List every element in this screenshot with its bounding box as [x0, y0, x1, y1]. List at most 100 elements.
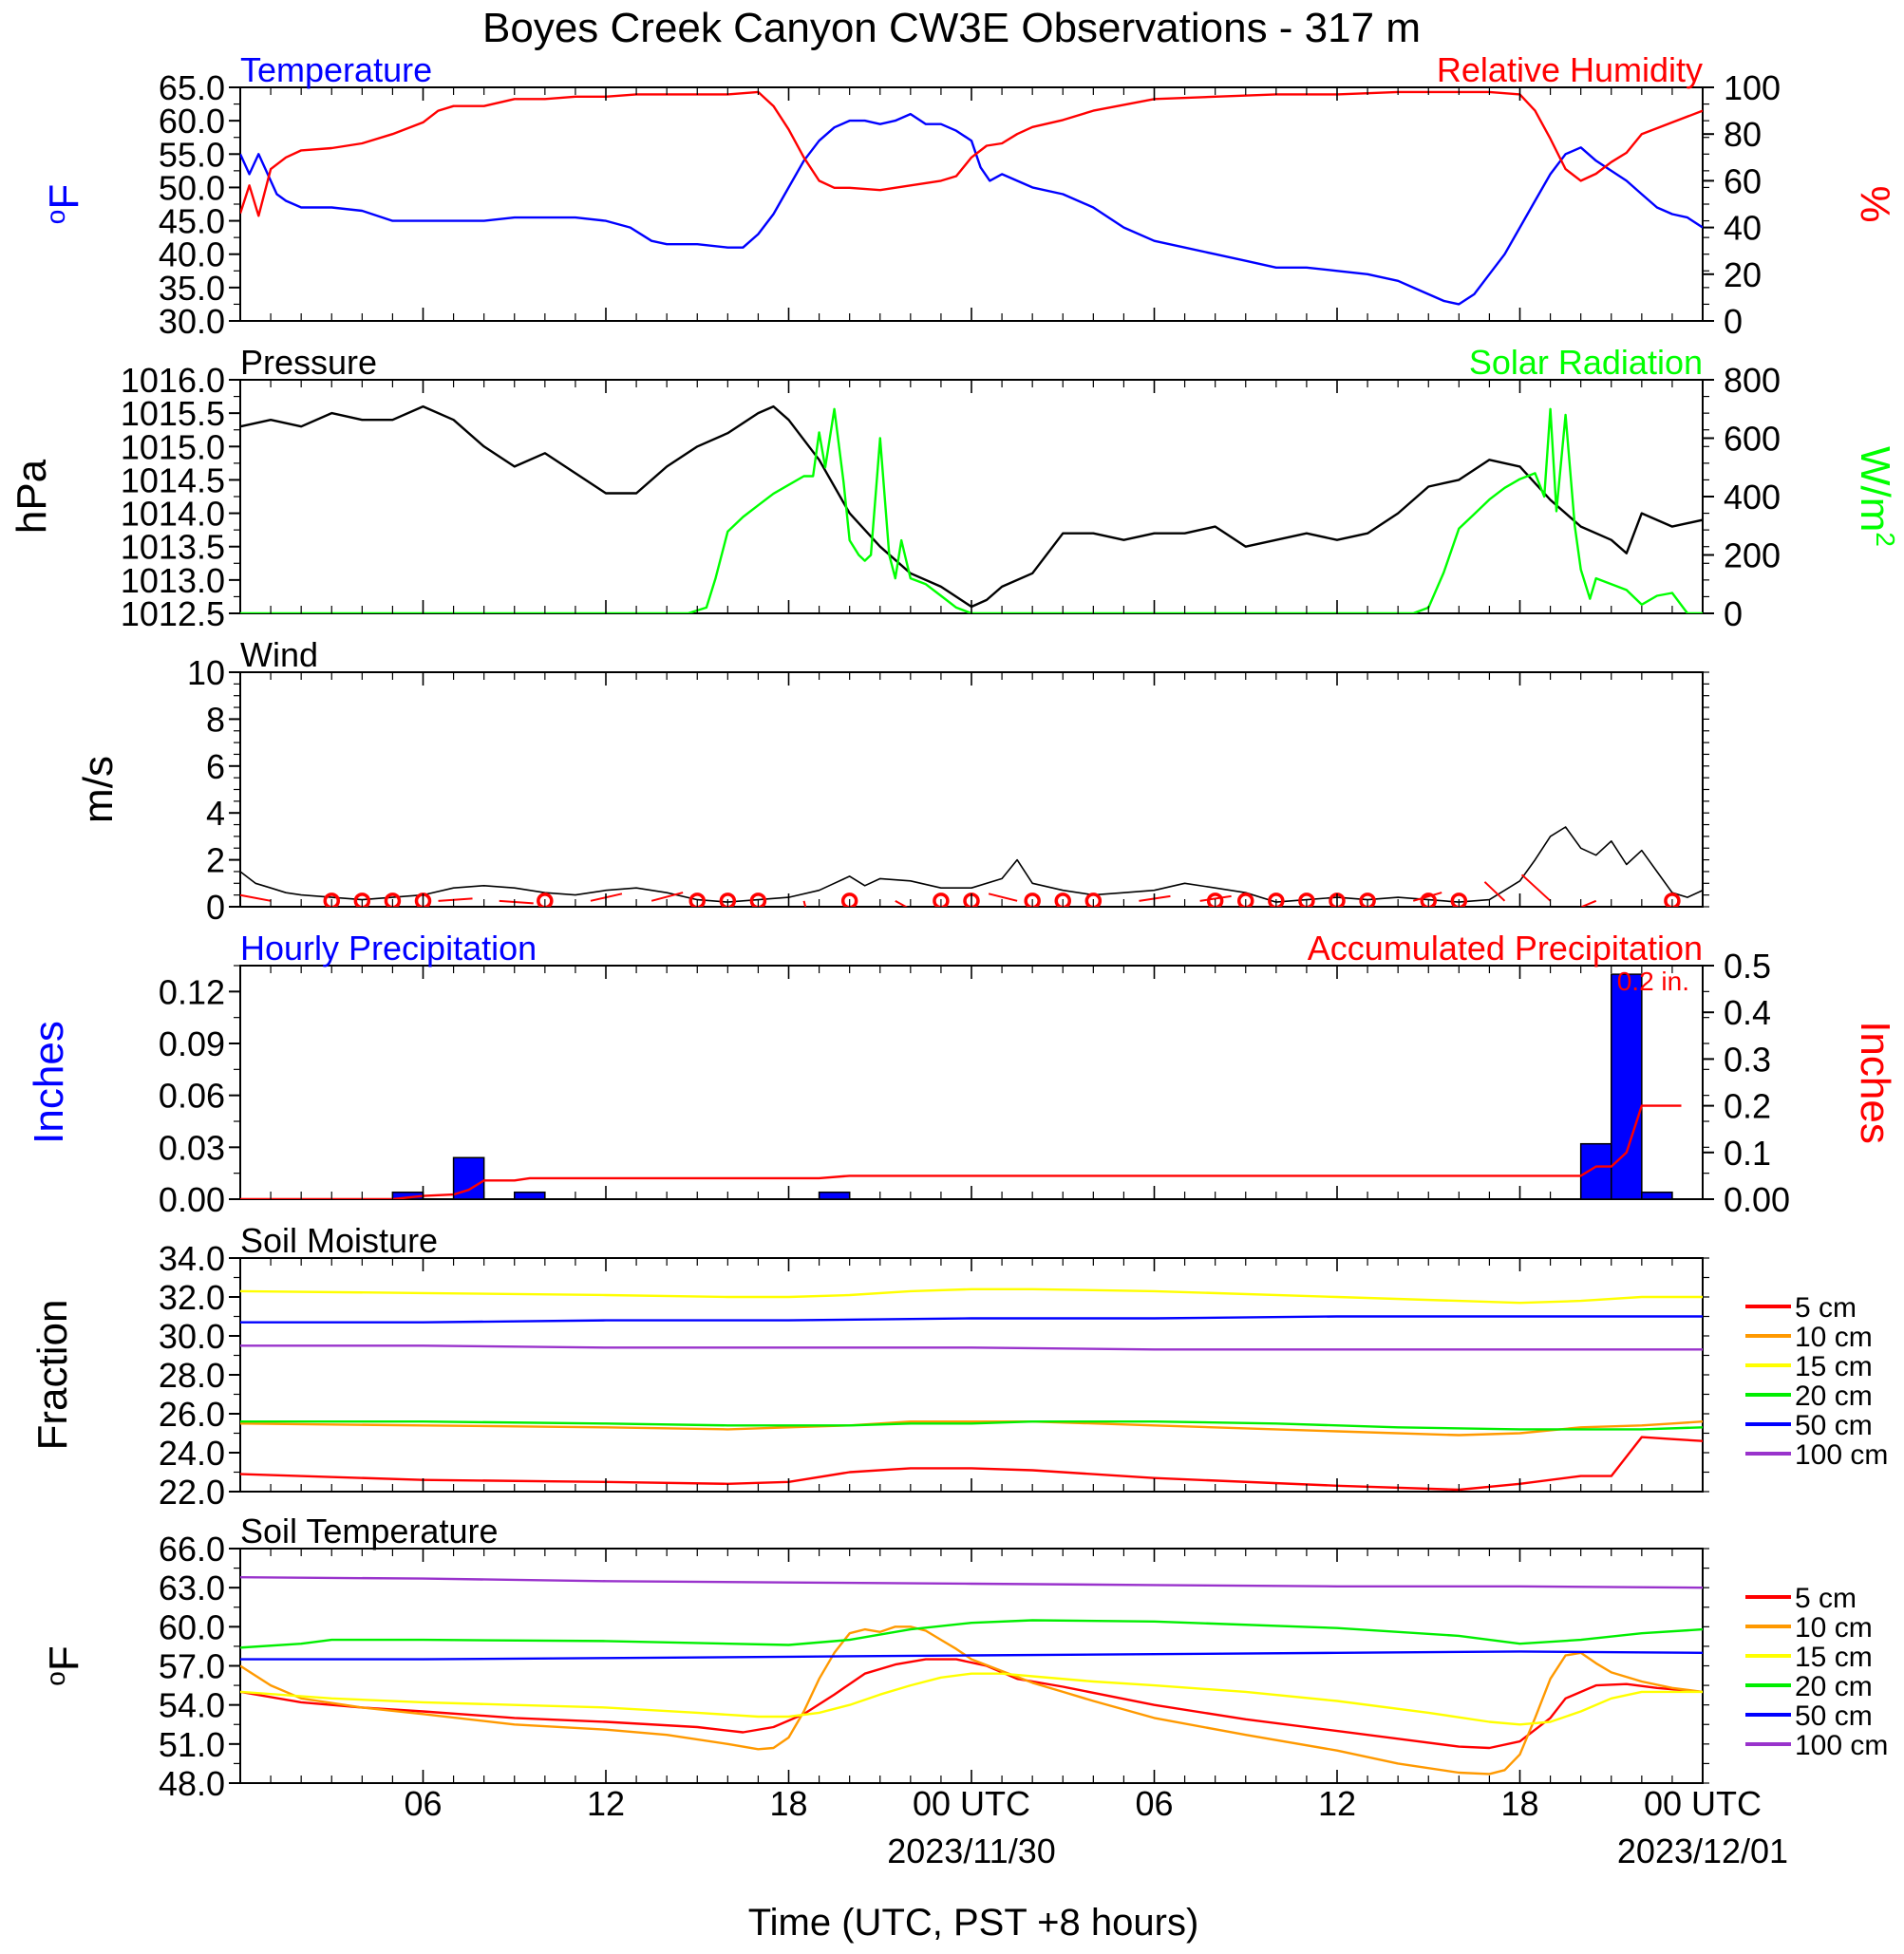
left-axis-tick-label: 0.03: [159, 1128, 225, 1167]
left-axis-tick-label: 0: [206, 888, 225, 927]
wind-barb-calm: [1268, 892, 1285, 907]
left-axis-unit: m/s: [75, 756, 122, 823]
left-axis-tick-label: 0.12: [159, 972, 225, 1011]
panel-temperature-humidity: 30.035.040.045.050.055.060.065.0 0 20 40 60 8…: [41, 50, 1898, 341]
series-line-20-cm: [240, 1419, 1703, 1431]
series-line-10-cm: [240, 1419, 1703, 1437]
left-panel-title: Pressure: [240, 343, 377, 382]
wind-barb: [1412, 892, 1442, 902]
left-axis-tick-label: 1014.0: [121, 495, 225, 534]
wind-barb-calm: [933, 892, 950, 907]
wind-barb-calm: [1054, 892, 1071, 907]
wind-barb-calm: [1450, 892, 1468, 907]
wind-barb: [1520, 874, 1552, 902]
legend-label: 20 cm: [1795, 1671, 1873, 1702]
right-axis-tick-label: 0.5: [1724, 947, 1771, 986]
left-axis-unit: oF: [41, 184, 87, 224]
precipitation-bar: [818, 1191, 851, 1199]
wind-barb-calm: [1084, 892, 1103, 907]
left-axis-tick-label: 2: [206, 841, 225, 880]
legend-label: 15 cm: [1795, 1351, 1873, 1382]
x-tick-label: 18: [769, 1784, 807, 1823]
x-tick-label: 06: [404, 1784, 442, 1823]
left-axis-tick-label: 65.0: [159, 68, 225, 107]
left-axis-tick-label: 30.0: [159, 302, 225, 341]
legend-label: 10 cm: [1795, 1322, 1873, 1353]
right-axis-tick-label: 400: [1724, 478, 1781, 517]
right-axis-tick-label: 0.00: [1724, 1180, 1790, 1219]
left-axis-tick-label: 50.0: [159, 168, 225, 207]
left-axis-tick-label: 6: [206, 747, 225, 786]
series-line-100-cm: [240, 1344, 1703, 1351]
left-axis-tick-label: 0.09: [159, 1024, 225, 1063]
left-axis-tick-label: 24.0: [159, 1434, 225, 1473]
wind-barb-calm: [1664, 892, 1681, 907]
left-axis-unit: Fraction: [29, 1300, 76, 1451]
legend-label: 15 cm: [1795, 1642, 1873, 1673]
left-axis-tick-label: 22.0: [159, 1473, 225, 1512]
series-line-5-cm: [240, 1658, 1703, 1750]
wind-barb-calm: [1024, 892, 1041, 907]
panel-pressure-solar: 1012.51013.01013.51014.01014.51015.01015…: [9, 343, 1900, 633]
left-axis-tick-label: 0.00: [159, 1180, 225, 1219]
chart-title: Boyes Creek Canyon CW3E Observations - 3…: [482, 5, 1421, 51]
left-axis-tick-label: 51.0: [159, 1725, 225, 1764]
wind-barb: [1483, 881, 1506, 902]
left-panel-title: Wind: [240, 635, 318, 674]
legend-label: 100 cm: [1795, 1730, 1888, 1761]
chart-panels: 30.035.040.045.050.055.060.065.002040608…: [9, 50, 1900, 1803]
right-axis-tick-label: 40: [1724, 209, 1762, 248]
precipitation-bar: [514, 1191, 546, 1199]
precipitation-bar: [1611, 973, 1643, 1199]
left-axis-tick-label: 0.06: [159, 1077, 225, 1116]
x-tick-label: 12: [587, 1784, 625, 1823]
wind-barb-calm: [384, 892, 402, 907]
series-line-temperature: [240, 112, 1703, 306]
left-axis-tick-label: 60.0: [159, 1607, 225, 1646]
left-axis-tick-label: 1015.5: [121, 394, 225, 433]
plot-area: [240, 1287, 1703, 1492]
wind-barb: [1199, 894, 1232, 902]
plot-area: [240, 404, 1703, 613]
plot-area: [240, 90, 1703, 306]
left-axis-tick-label: 57.0: [159, 1647, 225, 1686]
right-panel-title: Solar Radiation: [1469, 343, 1703, 382]
left-axis-tick-label: 26.0: [159, 1395, 225, 1434]
left-panel-title: Hourly Precipitation: [240, 929, 537, 968]
left-panel-title: Soil Moisture: [240, 1221, 438, 1260]
x-tick-label: 12: [1318, 1784, 1356, 1823]
plot-area: [240, 1575, 1703, 1776]
wind-barb: [1579, 899, 1597, 907]
x-tick-label: 00 UTC: [1644, 1784, 1762, 1823]
left-axis-tick-label: 1012.5: [121, 594, 225, 633]
legend-label: 50 cm: [1795, 1700, 1873, 1732]
left-axis-tick-label: 10: [187, 653, 225, 692]
wind-barb-calm: [323, 892, 340, 907]
left-axis-tick-label: 34.0: [159, 1239, 225, 1278]
left-axis-tick-label: 1016.0: [121, 361, 225, 400]
series-line-100-cm: [240, 1575, 1703, 1589]
right-panel-title: Relative Humidity: [1437, 50, 1703, 89]
left-axis-tick-label: 63.0: [159, 1569, 225, 1607]
wind-barb-calm: [537, 892, 554, 907]
wind-barb-calm: [1420, 892, 1437, 907]
right-axis-tick-label: 0.4: [1724, 993, 1771, 1032]
wind-barb-calm: [1206, 892, 1224, 907]
left-axis-tick-label: 35.0: [159, 269, 225, 308]
x-tick-label: 18: [1500, 1784, 1538, 1823]
wind-barb: [438, 897, 473, 902]
wind-barb-calm: [1359, 892, 1376, 907]
x-tick-label: 00 UTC: [913, 1784, 1030, 1823]
left-axis-tick-label: 1014.5: [121, 460, 225, 499]
legend-label: 10 cm: [1795, 1612, 1873, 1644]
right-axis-tick-label: 20: [1724, 255, 1762, 294]
left-axis-tick-label: 1015.0: [121, 427, 225, 466]
wind-barb: [802, 900, 807, 907]
wind-barb-calm: [719, 892, 737, 907]
left-axis-unit: Inches: [26, 1021, 72, 1144]
right-axis-tick-label: 60: [1724, 161, 1762, 200]
wind-barb-calm: [749, 892, 767, 907]
series-line-50-cm: [240, 1315, 1703, 1324]
